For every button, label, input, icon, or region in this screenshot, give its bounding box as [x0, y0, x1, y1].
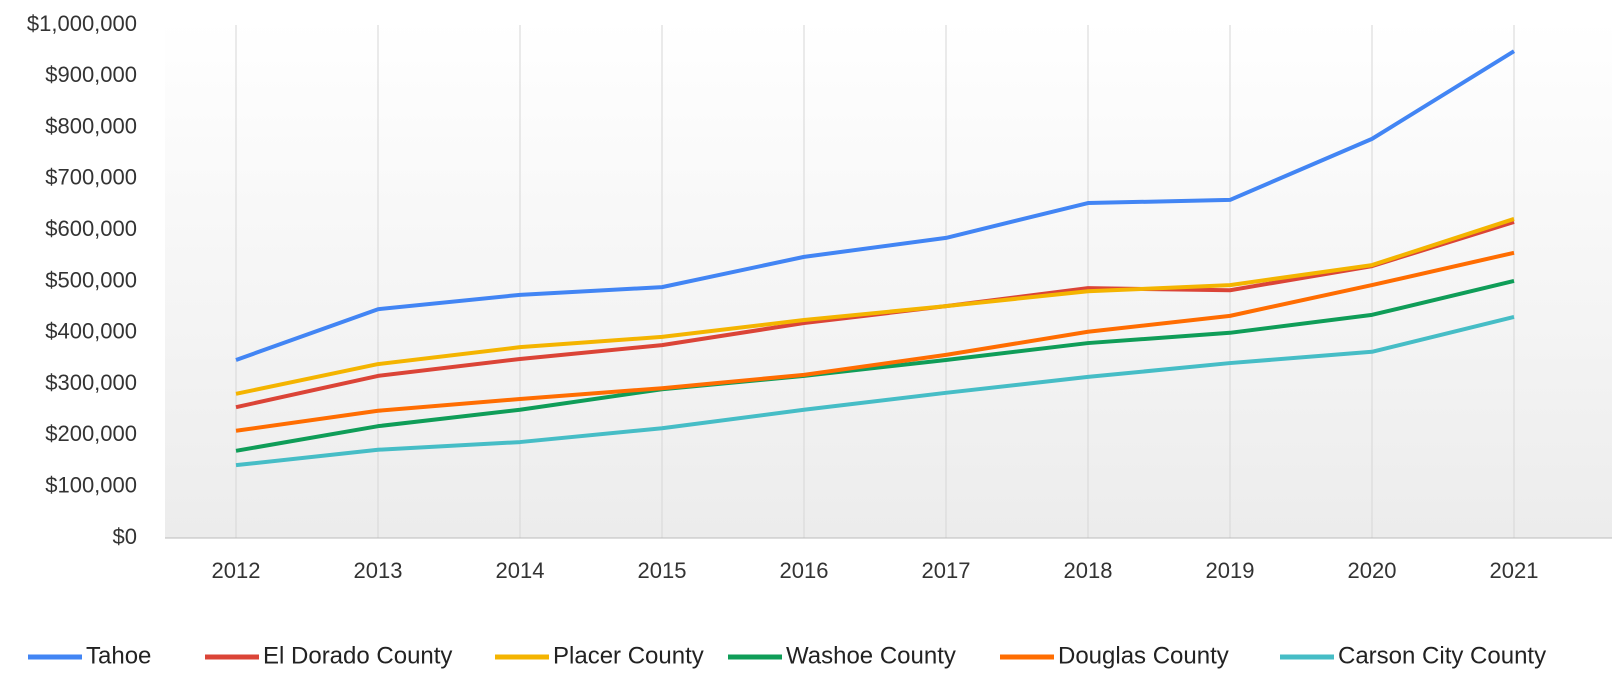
x-tick-label: 2013 — [354, 558, 403, 583]
y-tick-label: $900,000 — [45, 62, 137, 87]
series-line — [235, 279, 1515, 453]
y-tick-label: $1,000,000 — [27, 11, 137, 36]
y-tick-label: $700,000 — [45, 165, 137, 190]
y-tick-label: $300,000 — [45, 370, 137, 395]
legend-label: Douglas County — [1058, 642, 1229, 669]
y-tick-label: $800,000 — [45, 113, 137, 138]
legend-label: Placer County — [553, 642, 704, 669]
x-tick-label: 2020 — [1348, 558, 1397, 583]
series-line — [235, 250, 1515, 433]
series-line — [235, 49, 1516, 362]
x-tick-label: 2019 — [1206, 558, 1255, 583]
y-tick-label: $500,000 — [45, 267, 137, 292]
y-tick-label: $200,000 — [45, 421, 137, 446]
x-tick-label: 2021 — [1490, 558, 1539, 583]
x-tick-label: 2014 — [496, 558, 545, 583]
y-tick-label: $400,000 — [45, 319, 137, 344]
legend-label: Carson City County — [1338, 642, 1546, 669]
series-line — [235, 314, 1515, 468]
legend-label: El Dorado County — [263, 642, 452, 669]
x-tick-label: 2017 — [922, 558, 971, 583]
y-tick-label: $100,000 — [45, 473, 137, 498]
x-tick-label: 2016 — [780, 558, 829, 583]
x-tick-label: 2012 — [212, 558, 261, 583]
legend-label: Washoe County — [786, 642, 956, 669]
plot-background — [165, 20, 1612, 538]
y-tick-label: $600,000 — [45, 216, 137, 241]
x-tick-label: 2015 — [638, 558, 687, 583]
legend-label: Tahoe — [86, 642, 151, 669]
y-tick-label: $0 — [113, 524, 137, 549]
series-line — [235, 217, 1515, 396]
x-tick-label: 2018 — [1064, 558, 1113, 583]
